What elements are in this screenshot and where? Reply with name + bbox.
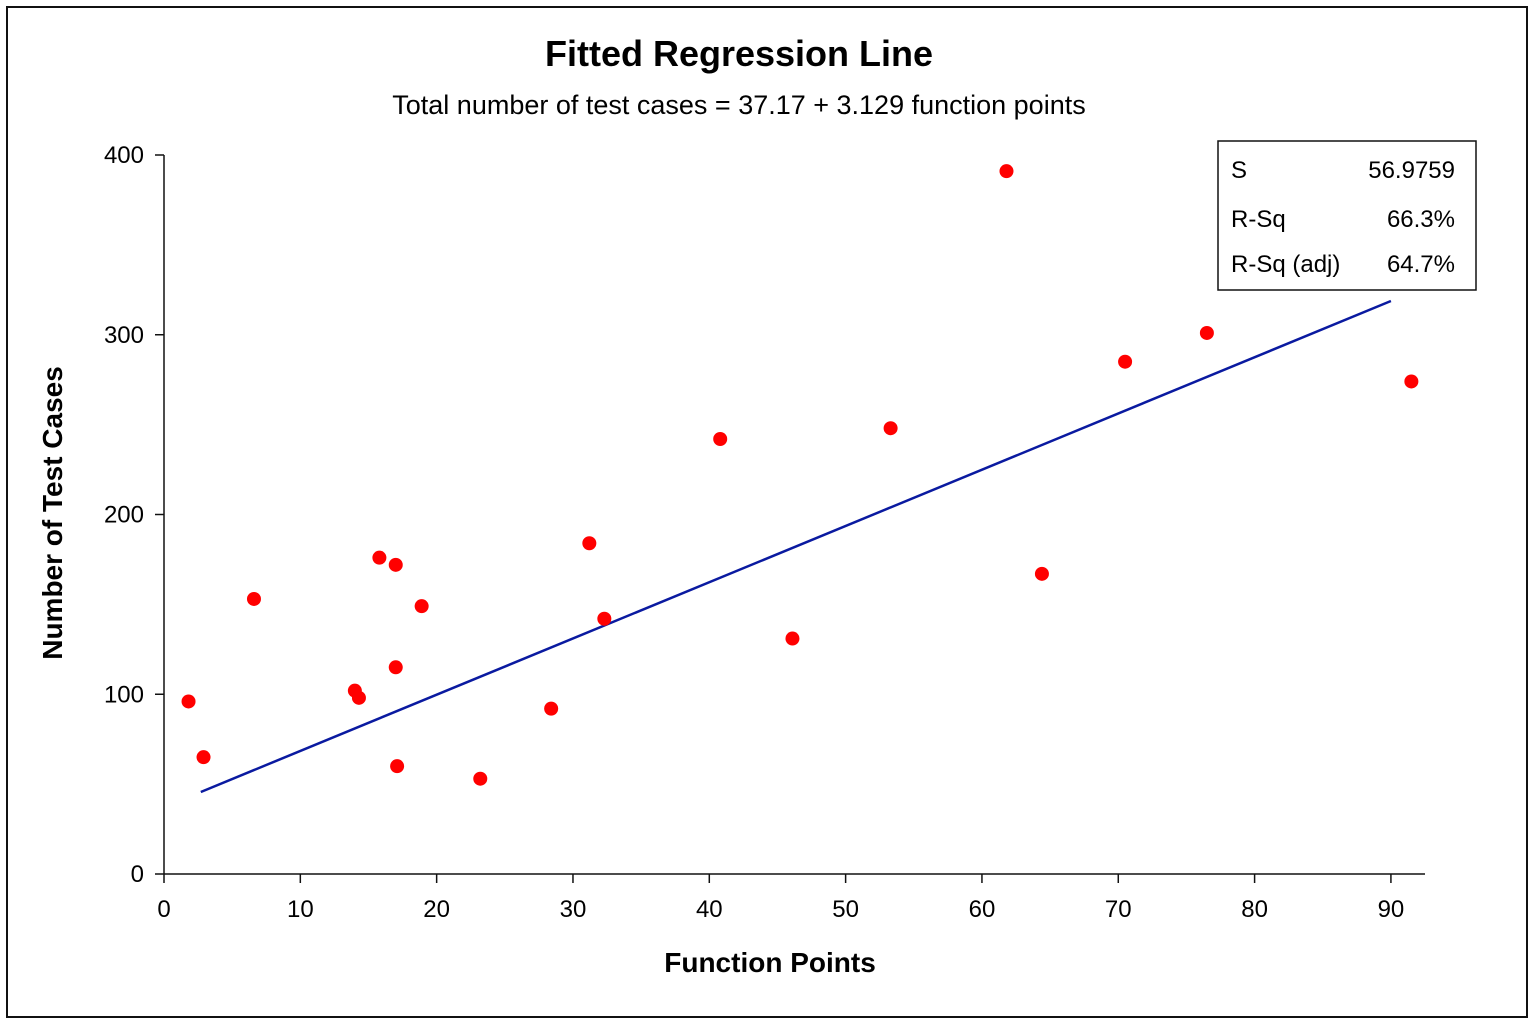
- x-tick-label: 60: [969, 896, 996, 923]
- stats-label-rsq: R-Sq: [1231, 206, 1286, 233]
- data-point: [544, 701, 559, 716]
- axes: 0 10 20 30 40 50 60 70 80 90 0 100 200 300 400: [104, 142, 1425, 923]
- data-point: [1199, 325, 1214, 340]
- y-tick-label: 200: [104, 502, 144, 529]
- x-tick-label: 80: [1241, 896, 1268, 923]
- y-tick-label: 100: [104, 681, 144, 708]
- data-point: [1034, 566, 1049, 581]
- x-tick-label: 30: [560, 896, 587, 923]
- data-point: [785, 631, 800, 646]
- x-tick-label: 10: [287, 896, 314, 923]
- data-point: [1118, 354, 1133, 369]
- data-point: [181, 694, 196, 709]
- fit-line-group: [200, 299, 1392, 794]
- data-point: [473, 771, 488, 786]
- stats-label-rsq-adj: R-Sq (adj): [1231, 251, 1340, 278]
- regression-line: [200, 299, 1392, 794]
- x-tick-label: 70: [1105, 896, 1132, 923]
- data-point: [372, 550, 387, 565]
- data-point: [597, 611, 612, 626]
- data-point: [414, 599, 429, 614]
- data-point: [1404, 374, 1419, 389]
- x-tick-label: 50: [832, 896, 859, 923]
- x-tick-label: 40: [696, 896, 723, 923]
- y-axis-label: Number of Test Cases: [37, 366, 68, 660]
- data-point: [999, 164, 1014, 179]
- stats-value-rsq: 66.3%: [1387, 206, 1455, 233]
- x-tick-label: 0: [157, 896, 170, 923]
- stats-value-rsq-adj: 64.7%: [1387, 251, 1455, 278]
- data-point: [388, 557, 403, 572]
- chart-subtitle: Total number of test cases = 37.17 + 3.1…: [392, 90, 1085, 120]
- data-point: [390, 759, 405, 774]
- data-point: [388, 660, 403, 675]
- x-tick-label: 90: [1378, 896, 1405, 923]
- chart-title: Fitted Regression Line: [545, 33, 933, 74]
- x-tick-label: 20: [423, 896, 450, 923]
- stats-legend-box: S 56.9759 R-Sq 66.3% R-Sq (adj) 64.7%: [1217, 140, 1477, 291]
- data-point: [351, 690, 366, 705]
- data-point: [196, 750, 211, 765]
- y-tick-label: 0: [131, 861, 144, 888]
- stats-box-border: [1217, 140, 1477, 291]
- data-point: [713, 432, 728, 447]
- data-points: [181, 164, 1419, 786]
- y-tick-label: 400: [104, 142, 144, 169]
- data-point: [582, 536, 597, 551]
- data-point: [883, 421, 898, 436]
- data-point: [246, 591, 261, 606]
- y-tick-label: 300: [104, 322, 144, 349]
- stats-label-s: S: [1231, 157, 1247, 184]
- x-axis-label: Function Points: [664, 947, 876, 978]
- stats-value-s: 56.9759: [1368, 157, 1455, 184]
